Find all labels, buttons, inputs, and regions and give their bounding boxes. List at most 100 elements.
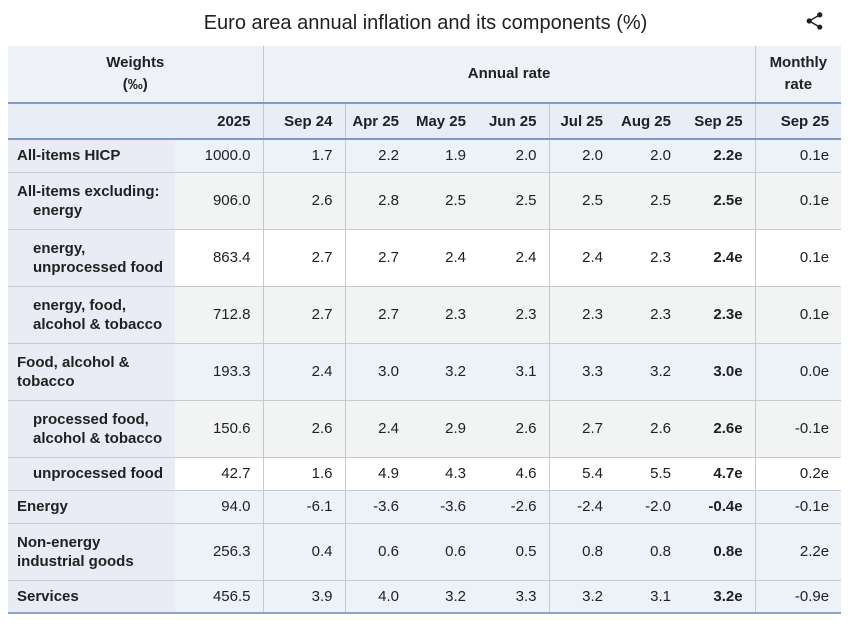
value-cell: 2.6 (478, 400, 549, 457)
group-header-row: Weights (‰) Annual rate Monthly rate (8, 46, 842, 103)
value-cell: 2.5 (548, 172, 615, 229)
value-cell: -3.6 (344, 490, 411, 523)
inflation-table: Weights (‰) Annual rate Monthly rate 202… (8, 46, 842, 614)
value-cell: 0.4 (262, 523, 345, 580)
value-cell: 3.9 (262, 580, 345, 613)
col-header-monthly-sep25: Sep 25 (754, 103, 842, 139)
row-label: Non-energy industrial goods (8, 523, 175, 580)
value-cell: 3.2 (411, 343, 478, 400)
table-row: All-items excluding: energy 906.0 2.6 2.8… (8, 172, 842, 229)
weight-cell: 94.0 (175, 490, 263, 523)
row-label-line1: energy, food, (33, 296, 127, 314)
row-label: processed food, alcohol & tobacco (8, 400, 175, 457)
row-label-line2: alcohol & tobacco (33, 315, 163, 333)
table-row: energy, food, alcohol & tobacco 712.8 2.7… (8, 286, 842, 343)
row-label-line2: alcohol & tobacco (33, 429, 163, 447)
monthly-rate-cell: -0.1e (754, 400, 842, 457)
monthly-rate-cell: 0.1e (754, 286, 842, 343)
value-cell: 0.6 (344, 523, 411, 580)
row-label-line1: processed food, (33, 410, 149, 428)
value-cell: 1.9 (411, 139, 478, 172)
table-row: Energy 94.0 -6.1 -3.6 -3.6 -2.6 -2.4 -2.… (8, 490, 842, 523)
value-cell: 1.6 (262, 457, 345, 490)
row-label-line1: unprocessed food (33, 465, 164, 482)
value-cell: 2.3 (411, 286, 478, 343)
value-cell: 3.0 (344, 343, 411, 400)
value-cell: 2.3 (548, 286, 615, 343)
col-header-apr25: Apr 25 (344, 103, 411, 139)
value-cell: 2.4 (548, 229, 615, 286)
flash-estimate-cell: 2.3e (683, 286, 756, 343)
row-label: Food, alcohol & tobacco (8, 343, 175, 400)
value-cell: 4.0 (344, 580, 411, 613)
value-cell: 2.2 (344, 139, 411, 172)
value-cell: 2.0 (615, 139, 683, 172)
weight-cell: 712.8 (175, 286, 263, 343)
weight-cell: 150.6 (175, 400, 263, 457)
flash-estimate-cell: -0.4e (683, 490, 756, 523)
weight-cell: 906.0 (175, 172, 263, 229)
value-cell: 2.6 (615, 400, 683, 457)
col-header-may25: May 25 (415, 112, 466, 130)
value-cell: 2.4 (411, 229, 478, 286)
row-label: Energy (8, 490, 175, 523)
weights-group-header: Weights (‰) (106, 53, 165, 94)
row-label-line1: Food, alcohol & (17, 353, 130, 371)
monthly-rate-group-header: Monthly rate (754, 46, 842, 103)
flash-estimate-cell: 3.2e (683, 580, 756, 613)
value-cell: 2.7 (262, 286, 345, 343)
share-button[interactable] (802, 8, 827, 34)
weight-cell: 256.3 (175, 523, 263, 580)
value-cell: 2.5 (478, 172, 549, 229)
row-label: energy, food, alcohol & tobacco (8, 286, 175, 343)
value-cell: 2.5 (615, 172, 683, 229)
weight-cell: 193.3 (175, 343, 263, 400)
row-label-line1: energy, (33, 239, 86, 257)
value-cell: 4.6 (478, 457, 549, 490)
table-row: Non-energy industrial goods 256.3 0.4 0.6… (8, 523, 842, 580)
monthly-rate-cell: 0.0e (754, 343, 842, 400)
monthly-rate-cell: 0.1e (754, 172, 842, 229)
value-cell: 2.0 (478, 139, 549, 172)
flash-estimate-cell: 0.8e (683, 523, 756, 580)
monthly-rate-cell: 2.2e (754, 523, 842, 580)
flash-estimate-cell: 3.0e (683, 343, 756, 400)
table-row: Services 456.5 3.9 4.0 3.2 3.3 3.2 3.1 3… (8, 580, 842, 613)
value-cell: 2.4 (478, 229, 549, 286)
weight-cell: 1000.0 (175, 139, 263, 172)
value-cell: 2.3 (478, 286, 549, 343)
row-label-line1: Energy (17, 498, 68, 515)
flash-estimate-cell: 2.4e (683, 229, 756, 286)
table-row: processed food, alcohol & tobacco 150.6 2… (8, 400, 842, 457)
value-cell: 4.9 (344, 457, 411, 490)
flash-estimate-cell: 4.7e (683, 457, 756, 490)
flash-estimate-cell: 2.5e (683, 172, 756, 229)
row-label-line2: energy (33, 201, 83, 219)
corner-cell (8, 103, 175, 139)
value-cell: 2.3 (615, 229, 683, 286)
weight-cell: 456.5 (175, 580, 263, 613)
value-cell: 1.7 (262, 139, 345, 172)
value-cell: -6.1 (262, 490, 345, 523)
value-cell: 2.7 (344, 229, 411, 286)
value-cell: 5.5 (615, 457, 683, 490)
value-cell: 2.9 (411, 400, 478, 457)
value-cell: 3.3 (478, 580, 549, 613)
table-row: unprocessed food 42.7 1.6 4.9 4.3 4.6 5.… (8, 457, 842, 490)
value-cell: 4.3 (411, 457, 478, 490)
row-label: All-items excluding: energy (8, 172, 175, 229)
value-cell: 3.3 (548, 343, 615, 400)
col-header-aug25: Aug 25 (620, 112, 671, 130)
value-cell: 3.2 (411, 580, 478, 613)
row-label-line2: tobacco (17, 372, 75, 390)
col-header-jun25: Jun 25 (488, 112, 537, 130)
value-cell: 3.1 (478, 343, 549, 400)
value-cell: 5.4 (548, 457, 615, 490)
row-label: Services (8, 580, 175, 613)
value-cell: 2.4 (262, 343, 345, 400)
share-icon (806, 12, 823, 30)
flash-estimate-cell: 2.2e (683, 139, 756, 172)
table-row: All-items HICP 1000.0 1.7 2.2 1.9 2.0 2.… (8, 139, 842, 172)
value-cell: 3.2 (615, 343, 683, 400)
monthly-rate-cell: -0.1e (754, 490, 842, 523)
